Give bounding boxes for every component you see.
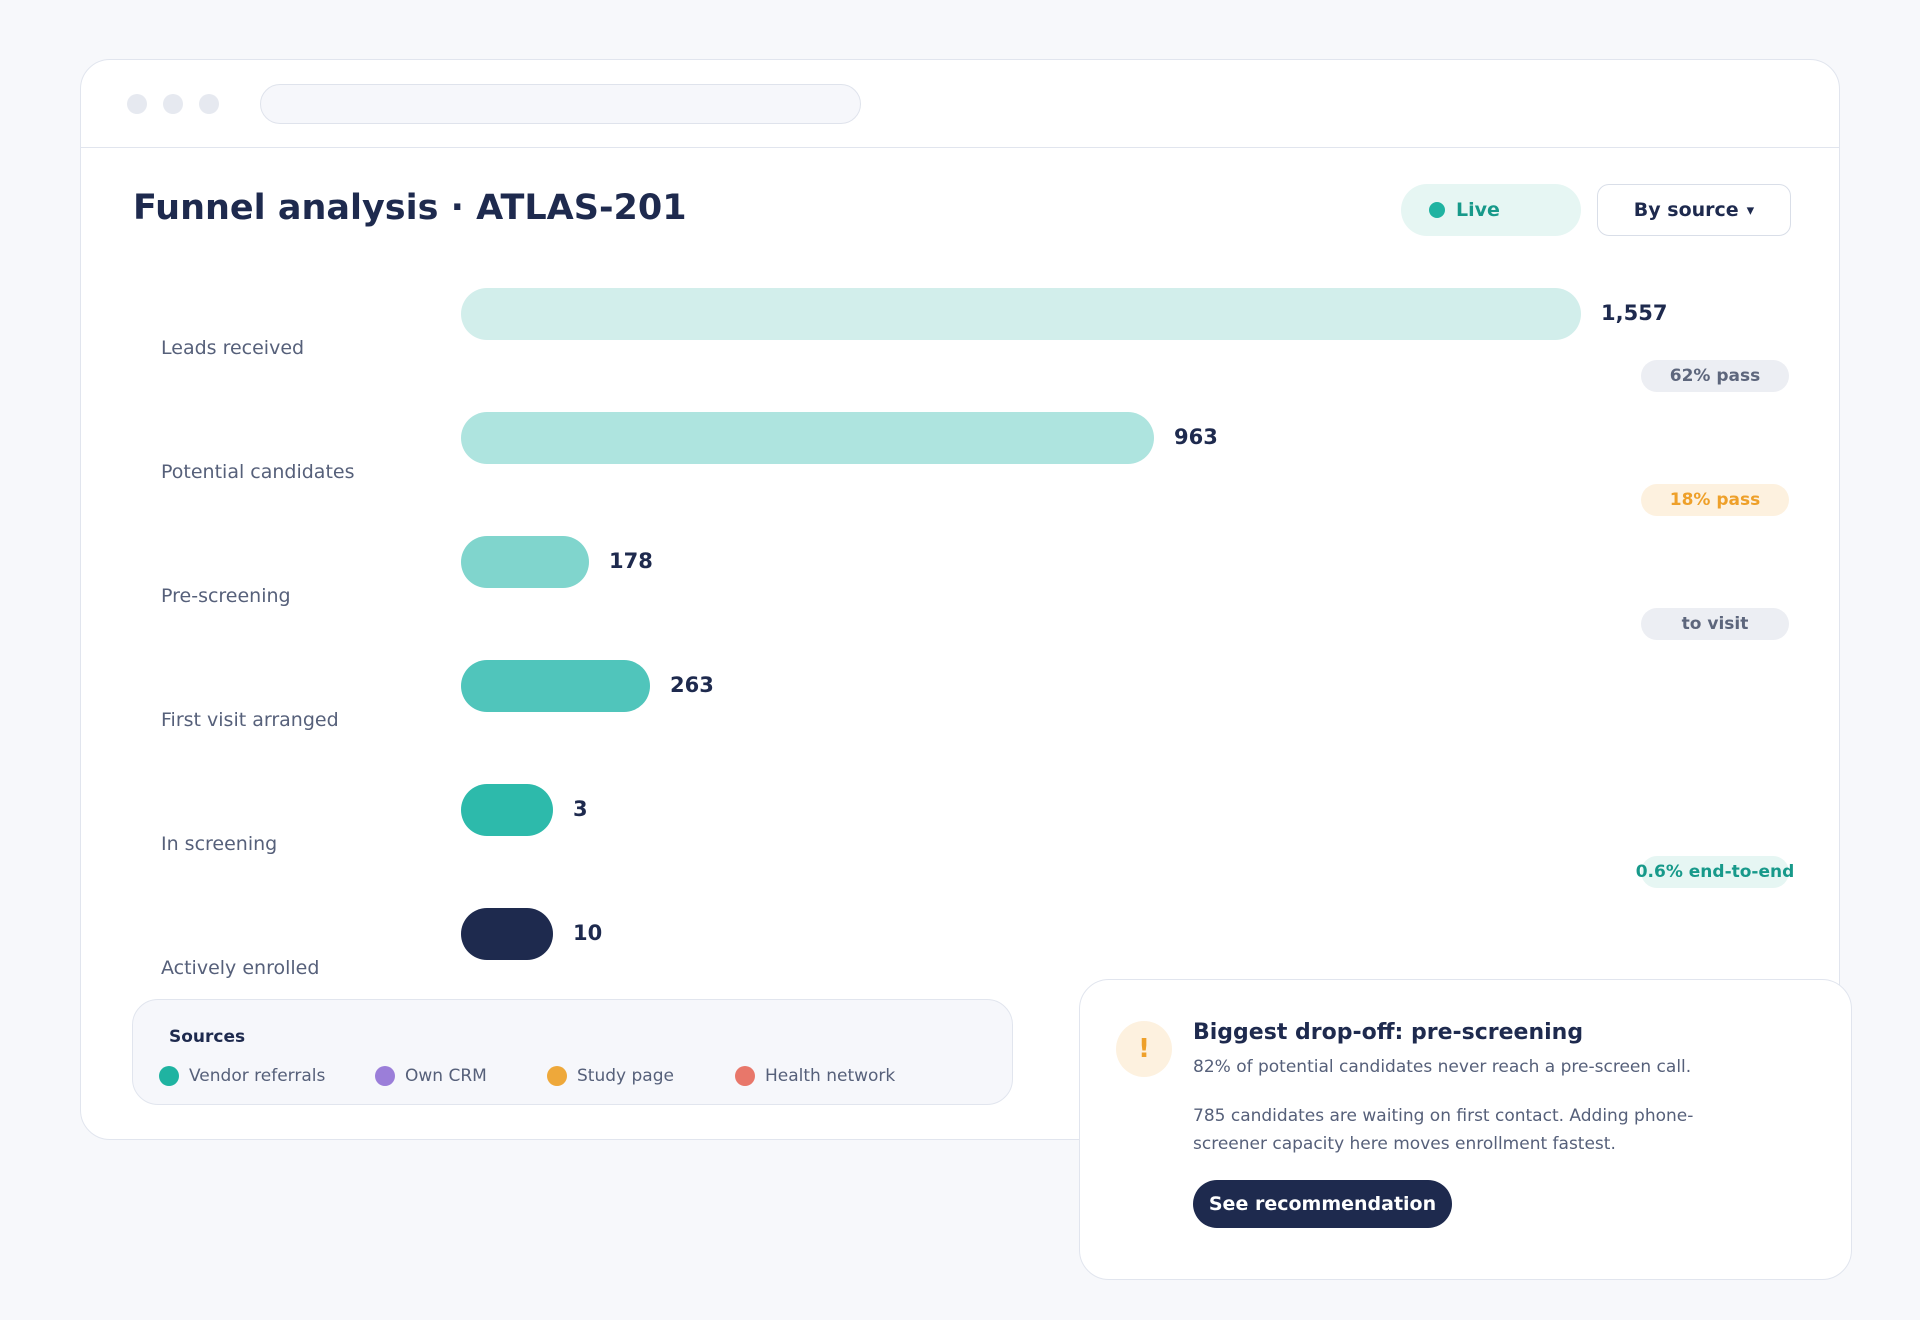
legend-label: Health network	[765, 1066, 896, 1086]
by-source-label: By source	[1633, 199, 1739, 221]
stage-value-first-visit-arranged: 263	[670, 673, 714, 697]
drop-off-insight-card: ! Biggest drop-off: pre-screening 82% of…	[1079, 979, 1852, 1280]
app-window: Funnel analysis · ATLAS-201 Live By sour…	[80, 59, 1840, 1140]
stage-label-first-visit-arranged: First visit arranged	[161, 709, 339, 731]
stage-value-pre-screening: 178	[609, 549, 653, 573]
funnel-bar-actively-enrolled	[461, 908, 553, 960]
stage-label-potential-candidates: Potential candidates	[161, 461, 355, 483]
stage-value-potential-candidates: 963	[1174, 425, 1218, 449]
live-status-label: Live	[1456, 199, 1500, 221]
conversion-chip-potential-to-prescreen: 18% pass	[1641, 484, 1789, 516]
conversion-chip-prescreen-to-visit: to visit	[1641, 608, 1789, 640]
legend-dot-icon	[735, 1066, 755, 1086]
conversion-chip-end-to-end: 0.6% end-to-end	[1636, 856, 1794, 888]
legend-dot-icon	[547, 1066, 567, 1086]
legend-label: Study page	[577, 1066, 674, 1086]
chevron-down-icon: ▾	[1746, 201, 1755, 219]
funnel-bar-in-screening	[461, 784, 553, 836]
sources-legend: Sources Vendor referrals Own CRM Study p…	[132, 999, 1013, 1105]
stage-value-actively-enrolled: 10	[573, 921, 603, 945]
insight-title: Biggest drop-off: pre-screening	[1193, 1020, 1584, 1045]
funnel-bar-first-visit-arranged	[461, 660, 650, 712]
warning-icon: !	[1116, 1021, 1172, 1077]
legend-item-vendor-referrals[interactable]: Vendor referrals	[159, 1066, 325, 1086]
by-source-dropdown[interactable]: By source ▾	[1597, 184, 1791, 236]
legend-label: Own CRM	[405, 1066, 487, 1086]
funnel-bar-pre-screening	[461, 536, 589, 588]
stage-label-actively-enrolled: Actively enrolled	[161, 957, 320, 979]
stage-label-in-screening: In screening	[161, 833, 278, 855]
legend-item-study-page[interactable]: Study page	[547, 1066, 674, 1086]
legend-dot-icon	[375, 1066, 395, 1086]
legend-item-health-network[interactable]: Health network	[735, 1066, 895, 1086]
stage-label-pre-screening: Pre-screening	[161, 585, 291, 607]
page-title: Funnel analysis · ATLAS-201	[133, 188, 687, 228]
stage-value-in-screening: 3	[573, 797, 588, 821]
window-maximize-dot[interactable]	[199, 94, 219, 114]
address-bar[interactable]	[260, 84, 861, 124]
funnel-bar-potential-candidates	[461, 412, 1154, 464]
window-minimize-dot[interactable]	[163, 94, 183, 114]
conversion-chip-leads-to-potential: 62% pass	[1641, 360, 1789, 392]
stage-label-leads-received: Leads received	[161, 337, 305, 359]
funnel-bar-leads-received	[461, 288, 1581, 340]
sources-legend-title: Sources	[169, 1027, 246, 1047]
stage-value-leads-received: 1,557	[1601, 301, 1668, 325]
legend-item-own-crm[interactable]: Own CRM	[375, 1066, 487, 1086]
see-recommendation-button[interactable]: See recommendation	[1193, 1180, 1452, 1228]
insight-body: 785 candidates are waiting on first cont…	[1193, 1106, 1694, 1154]
window-titlebar	[81, 60, 1839, 148]
legend-dot-icon	[159, 1066, 179, 1086]
live-dot-icon	[1429, 202, 1445, 218]
window-close-dot[interactable]	[127, 94, 147, 114]
live-status-badge: Live	[1401, 184, 1581, 236]
legend-label: Vendor referrals	[189, 1066, 326, 1086]
insight-subtitle: 82% of potential candidates never reach …	[1193, 1057, 1692, 1077]
